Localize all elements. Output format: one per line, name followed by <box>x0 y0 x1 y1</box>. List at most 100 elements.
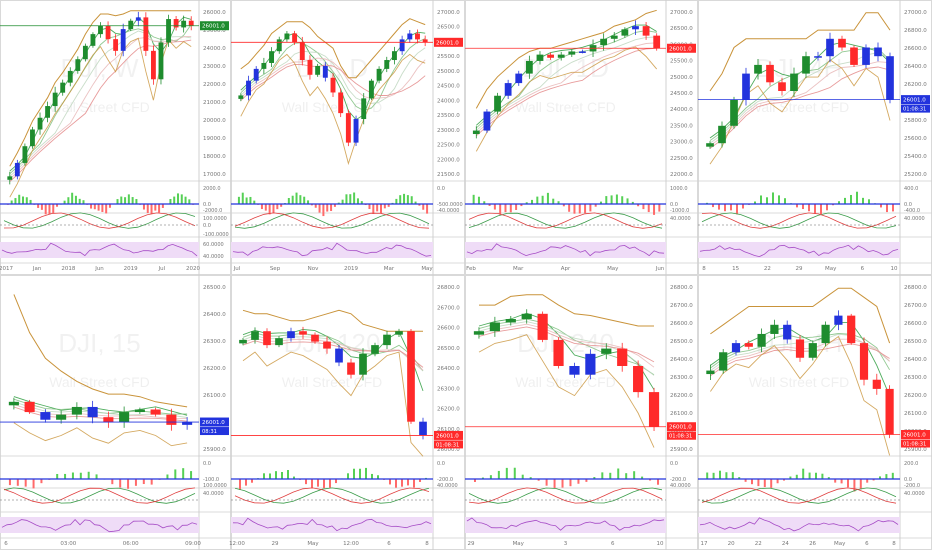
oscillator-bar <box>403 193 406 204</box>
oscillator-bar <box>329 479 331 488</box>
oscillator-bar <box>67 197 70 204</box>
oscillator-bar <box>594 204 597 207</box>
rsi-line <box>466 243 665 257</box>
oscillator-bar <box>789 476 792 479</box>
oscillator-bar <box>537 479 540 481</box>
candle-body <box>730 99 738 126</box>
indicator-line <box>468 487 663 504</box>
candle-body <box>8 401 19 406</box>
indicator-tick-label: 40.0000 <box>670 216 691 222</box>
oscillator-bar <box>335 479 337 484</box>
oscillator-bar <box>718 204 720 210</box>
candle-body <box>315 65 321 75</box>
watermark-subtitle: Wall Street CFD <box>749 99 850 115</box>
oscillator-bar <box>730 204 732 211</box>
oscillator-bar <box>281 471 283 479</box>
y-tick-label: 26100.0 <box>670 411 693 417</box>
moving-average-line <box>475 47 657 137</box>
oscillator-bar <box>419 479 421 482</box>
oscillator-bar <box>541 195 544 204</box>
candle-body <box>642 26 650 36</box>
oscillator-bar <box>322 204 325 217</box>
oscillator-bar <box>318 204 321 213</box>
channel-lower-line <box>240 53 426 166</box>
oscillator-bar <box>827 477 830 479</box>
oscillator-bar <box>22 196 25 204</box>
price-label: 26001.0 <box>202 420 225 426</box>
oscillator-bar <box>617 468 620 479</box>
y-tick-label: 23000.0 <box>203 64 226 70</box>
candle-body <box>814 56 822 58</box>
candle-body <box>151 50 156 80</box>
price-label-bg <box>434 37 463 47</box>
oscillator-bar <box>29 199 32 204</box>
oscillator-bar <box>127 194 130 204</box>
y-tick-label: 26500.0 <box>203 285 226 291</box>
oscillator-bar <box>577 479 580 484</box>
oscillator-bar <box>79 472 82 479</box>
oscillator-bar <box>90 204 93 209</box>
y-tick-label: 22000.0 <box>670 172 693 178</box>
candle-body <box>52 92 58 107</box>
x-tick-label: Apr <box>561 266 571 272</box>
indicator-tick-label: 100.0000 <box>203 216 227 222</box>
indicator-tick-label: 0.0 <box>670 202 678 208</box>
oscillator-bar <box>87 471 90 479</box>
candle-body <box>547 54 554 58</box>
y-tick-label: 26100.0 <box>437 427 460 433</box>
y-tick-label: 23000.0 <box>437 128 460 134</box>
candle-body <box>166 19 171 43</box>
candle-body <box>783 324 792 340</box>
oscillator-bar <box>166 474 169 479</box>
oscillator-bar <box>237 196 240 204</box>
countdown-label: 01:08:31 <box>669 434 692 440</box>
oscillator-bar <box>333 204 336 207</box>
oscillator-bar <box>599 201 602 204</box>
candle-body <box>483 111 491 131</box>
candle-body <box>40 412 51 420</box>
oscillator-bar <box>134 479 137 486</box>
candle-body <box>472 130 480 135</box>
candle-body <box>859 343 869 380</box>
candle-body <box>311 334 319 342</box>
candle-body <box>525 60 533 74</box>
candle-body <box>742 73 750 100</box>
oscillator-bar <box>401 479 403 487</box>
x-tick-label: 12:00 <box>343 541 359 547</box>
candle-body <box>795 339 805 358</box>
y-tick-label: 27000.0 <box>904 10 927 16</box>
y-tick-label: 26200.0 <box>904 82 927 88</box>
oscillator-bar <box>719 470 721 479</box>
candle-body <box>407 33 413 40</box>
y-tick-label: 24500.0 <box>670 91 693 97</box>
candle-body <box>60 82 66 93</box>
y-tick-label: 20000.0 <box>203 118 226 124</box>
moving-average-line <box>709 61 891 147</box>
oscillator-bar <box>426 204 429 214</box>
oscillator-bar <box>838 201 840 204</box>
y-tick-label: 17000.0 <box>203 172 226 178</box>
oscillator-bar <box>880 204 882 208</box>
candle-body <box>653 35 661 49</box>
price-label-bg <box>200 21 229 31</box>
y-tick-label: 26200.0 <box>670 393 693 399</box>
candle-body <box>269 51 275 63</box>
candle-body <box>521 313 532 320</box>
oscillator-bar <box>808 472 811 479</box>
y-tick-label: 26400.0 <box>437 366 460 372</box>
oscillator-bar <box>760 195 762 204</box>
y-tick-label: 25900.0 <box>904 447 927 453</box>
candle-body <box>731 343 741 353</box>
candle-body <box>7 176 13 180</box>
oscillator-bar <box>472 194 475 204</box>
oscillator-bar <box>347 473 349 479</box>
oscillator-bar <box>376 204 379 212</box>
oscillator-bar <box>389 479 391 485</box>
y-tick-label: 26100.0 <box>203 393 226 399</box>
price-label: 26001.0 <box>669 46 692 52</box>
indicator-tick-label: 100.0000 <box>203 483 227 489</box>
candle-body <box>323 341 331 349</box>
indicator-tick-label: 200.0 <box>904 461 918 467</box>
moving-average-line <box>240 57 426 100</box>
